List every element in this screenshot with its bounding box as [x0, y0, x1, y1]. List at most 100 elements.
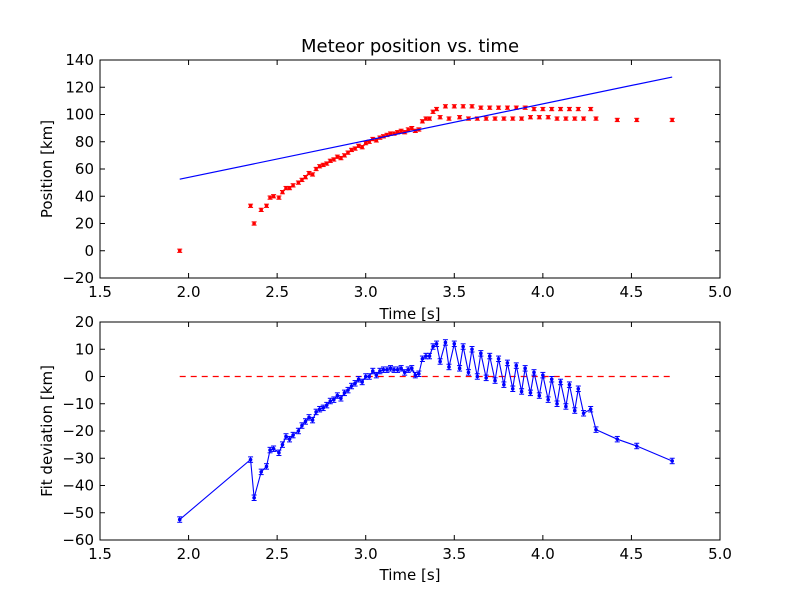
y-tick-label: 40 [75, 187, 94, 205]
data-point [352, 146, 358, 151]
data-point [341, 153, 347, 158]
data-point [531, 106, 537, 112]
data-point [575, 385, 581, 392]
data-point [572, 116, 578, 121]
data-point [593, 116, 599, 121]
x-axis-label: Time [s] [379, 305, 441, 323]
plot-content [177, 76, 675, 253]
y-tick-label: 0 [84, 242, 94, 260]
data-point [669, 457, 675, 465]
data-point [370, 367, 376, 375]
data-point [575, 106, 581, 112]
data-point [563, 116, 569, 121]
data-point [549, 376, 555, 383]
data-point [313, 166, 319, 172]
data-point [395, 366, 401, 373]
plot-content [177, 339, 675, 523]
data-point [295, 180, 301, 185]
data-point [558, 378, 564, 386]
data-point [614, 435, 620, 443]
fit-deviation-plot: 1.5 2.0 2.5 3.0 3.5 4.0 4.5 5.0 −60 −50 −40 −30 −20 −… [38, 313, 732, 584]
x-tick-label: 5.0 [708, 545, 732, 563]
data-point [356, 376, 362, 383]
axis-ticks: 1.5 2.0 2.5 3.0 3.5 4.0 4.5 5.0 −60 −50 −40 −30 −20 −… [62, 313, 732, 563]
data-point [334, 154, 340, 159]
data-point [398, 365, 404, 372]
x-tick-label: 1.5 [88, 283, 112, 301]
data-point [554, 400, 560, 407]
data-point [331, 396, 337, 403]
y-tick-label: −60 [62, 531, 94, 549]
data-point [349, 382, 355, 390]
data-point [426, 352, 432, 360]
data-point [549, 106, 555, 112]
data-point [356, 143, 362, 148]
data-point [501, 116, 507, 121]
data-point [442, 104, 448, 109]
y-tick-label: 120 [65, 78, 94, 96]
data-point [251, 221, 257, 226]
data-point [402, 369, 408, 376]
x-tick-label: 3.5 [442, 283, 466, 301]
data-point [588, 106, 594, 112]
data-point [430, 109, 436, 114]
data-point [566, 106, 572, 112]
data-point [478, 350, 484, 357]
data-point [248, 456, 254, 463]
data-point [434, 340, 440, 348]
data-point [531, 369, 537, 376]
y-tick-label: −20 [62, 269, 94, 287]
data-point [310, 416, 316, 424]
data-point [554, 116, 560, 121]
data-point [504, 105, 510, 110]
data-point [299, 177, 305, 183]
data-point [409, 125, 415, 131]
data-point [384, 366, 390, 373]
x-tick-label: 4.0 [531, 283, 555, 301]
data-point [290, 431, 296, 439]
x-tick-label: 4.5 [619, 545, 643, 563]
data-point [310, 172, 316, 177]
data-point [258, 468, 264, 476]
data-point [279, 441, 285, 448]
x-tick-label: 2.0 [177, 545, 201, 563]
data-point [267, 195, 273, 200]
y-tick-label: 80 [75, 133, 94, 151]
y-tick-label: −10 [62, 395, 94, 413]
chart-title: Meteor position vs. time [301, 36, 519, 57]
y-tick-label: 140 [65, 51, 94, 69]
data-point [327, 397, 333, 405]
data-point [513, 362, 519, 369]
data-point [299, 422, 305, 429]
data-point [540, 371, 546, 379]
data-point [271, 194, 277, 199]
data-point [457, 365, 463, 372]
data-point [426, 116, 432, 121]
data-point [313, 408, 319, 416]
data-point [469, 346, 475, 353]
y-tick-label: 20 [75, 215, 94, 233]
data-point [430, 343, 436, 350]
data-point [522, 365, 528, 372]
data-point [290, 183, 296, 188]
x-tick-label: 4.0 [531, 545, 555, 563]
data-point [572, 407, 578, 414]
axis-ticks: 1.5 2.0 2.5 3.0 3.5 4.0 4.5 5.0 −20 0 20 40 60 80 100 1… [62, 51, 732, 301]
data-point [437, 115, 443, 120]
data-point [405, 366, 411, 373]
data-point [419, 119, 425, 124]
data-point [338, 155, 344, 161]
data-point [324, 401, 330, 409]
data-point [469, 104, 475, 109]
data-point [306, 414, 312, 421]
data-point [434, 106, 440, 112]
data-point [331, 157, 337, 162]
y-tick-label: −20 [62, 422, 94, 440]
y-tick-label: 100 [65, 106, 94, 124]
data-point [460, 104, 466, 109]
data-point [487, 352, 493, 360]
data-point [345, 386, 351, 394]
fit-line [179, 76, 673, 180]
data-point [483, 374, 489, 382]
